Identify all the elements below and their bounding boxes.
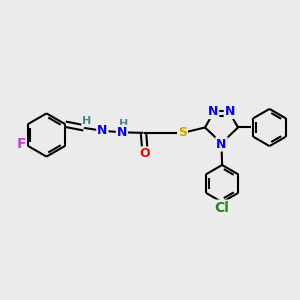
Text: N: N xyxy=(208,105,218,118)
Text: S: S xyxy=(178,126,187,140)
Text: N: N xyxy=(97,124,108,137)
Text: O: O xyxy=(140,147,150,161)
Text: H: H xyxy=(82,116,92,126)
Text: N: N xyxy=(216,137,227,151)
Text: N: N xyxy=(117,126,127,139)
Text: H: H xyxy=(119,119,128,129)
Text: F: F xyxy=(16,137,26,151)
Text: Cl: Cl xyxy=(215,201,230,214)
Text: N: N xyxy=(225,105,235,118)
